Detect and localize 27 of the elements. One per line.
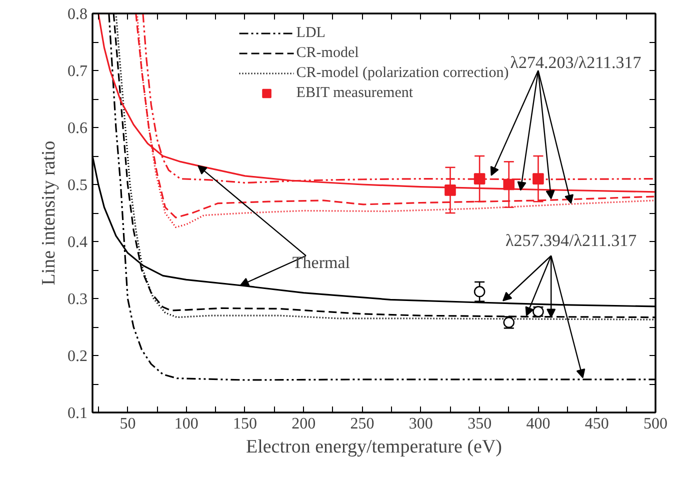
x-tick-label: 450 <box>584 416 609 432</box>
y-tick-label: 0.4 <box>68 234 88 251</box>
annotation: Thermal <box>292 253 350 272</box>
x-tick-label: 400 <box>526 416 550 432</box>
x-tick-label: 200 <box>292 416 316 432</box>
y-tick-label: 0.2 <box>68 348 88 365</box>
y-axis-title: Line intensity ratio <box>38 140 60 286</box>
y-tick-label: 0.7 <box>68 63 88 80</box>
x-tick-label: 50 <box>120 416 136 432</box>
x-tick-label: 150 <box>232 416 257 432</box>
x-tick-label: 100 <box>174 416 198 432</box>
x-tick-label: 500 <box>644 416 668 432</box>
annotation: λ274.203/λ211.317 <box>510 53 642 72</box>
legend-label: EBIT measurement <box>296 84 414 102</box>
x-axis-title: Electron energy/temperature (eV) <box>246 436 502 458</box>
legend-label: CR-model <box>296 44 359 62</box>
y-tick-label: 0.8 <box>68 6 88 23</box>
legend-label: LDL <box>296 24 326 42</box>
y-tick-label: 0.5 <box>68 177 88 194</box>
y-tick-label: 0.1 <box>68 405 88 422</box>
y-tick-label: 0.3 <box>68 291 88 308</box>
y-tick-label: 0.6 <box>68 120 88 137</box>
x-tick-label: 250 <box>350 416 374 432</box>
x-tick-label: 350 <box>468 416 492 432</box>
x-tick-label: 300 <box>408 416 433 432</box>
annotation: λ257.394/λ211.317 <box>506 230 638 250</box>
legend-label: CR-model (polarization correction) <box>296 64 509 82</box>
